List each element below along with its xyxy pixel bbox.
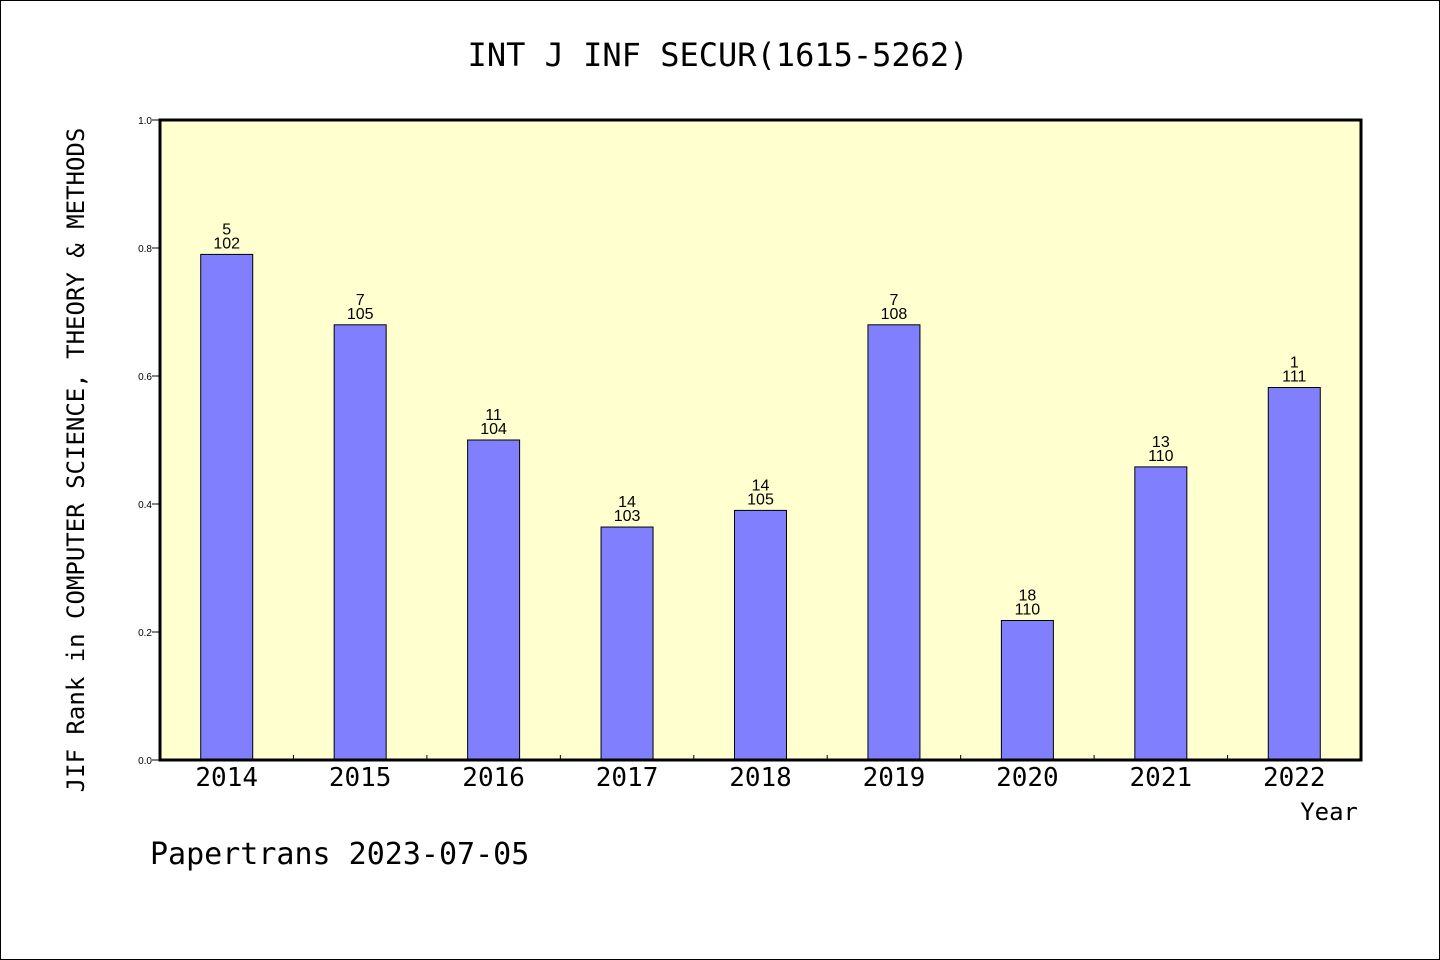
bar-rank-label: 5: [222, 221, 231, 238]
x-tick-label: 2020: [996, 763, 1059, 793]
bar-rank-label: 1: [1290, 355, 1299, 372]
bar-2014: [200, 253, 254, 761]
x-tick-label: 2015: [329, 763, 392, 793]
bar-2017: [600, 526, 654, 761]
data-labels: 5102710511104141031410571081811013110111…: [213, 221, 1306, 618]
x-tick-label: 2017: [596, 763, 659, 793]
bar-total-label: 111: [1282, 369, 1306, 386]
bar-rank-label: 7: [889, 292, 898, 309]
bar-total-label: 102: [213, 235, 240, 252]
y-axis-label: JIF Rank in COMPUTER SCIENCE, THEORY & M…: [62, 128, 90, 793]
bar-total-label: 110: [1015, 601, 1041, 618]
bar-2020: [1000, 619, 1054, 761]
y-tick-label: 0.4: [138, 500, 152, 511]
bar-rank-label: 18: [1018, 587, 1036, 604]
bar-rank-label: 14: [618, 494, 636, 511]
bar-2022: [1267, 387, 1321, 761]
footer-credit: Papertrans 2023-07-05: [150, 837, 529, 872]
x-axis-label: Year: [1300, 798, 1358, 826]
bar-total-label: 108: [881, 306, 908, 323]
x-axis: 2014 2015 2016 2017 2018 2019 2020 2021 2022: [195, 755, 1326, 793]
bar-total-label: 110: [1148, 448, 1174, 465]
bar-2021: [1134, 466, 1188, 761]
bar-rank-label: 14: [752, 477, 770, 494]
bar-rank-label: 13: [1152, 434, 1170, 451]
bar-total-label: 105: [347, 306, 374, 323]
y-tick-label: 0.2: [138, 628, 152, 639]
y-axis: 0.0 0.2 0.4 0.6 0.8 1.0: [138, 116, 160, 767]
y-tick-label: 0.0: [138, 756, 152, 767]
x-tick-label: 2021: [1130, 763, 1193, 793]
bar-rank-label: 11: [485, 407, 502, 424]
plot-border: [158, 118, 1363, 762]
y-tick-label: 1.0: [138, 116, 152, 127]
bar-rank-label: 7: [356, 292, 365, 309]
x-tick-label: 2022: [1263, 763, 1326, 793]
bar-total-label: 105: [747, 491, 774, 508]
bar-2016: [467, 439, 521, 761]
x-tick-label: 2018: [729, 763, 792, 793]
bar-2015: [333, 324, 387, 761]
bar-total-label: 104: [480, 421, 507, 438]
bar-series: [200, 253, 1321, 761]
y-tick-label: 0.8: [138, 244, 152, 255]
bar-total-label: 103: [614, 508, 641, 525]
y-tick-label: 0.6: [138, 372, 152, 383]
bar-2018: [734, 509, 787, 761]
chart-title: INT J INF SECUR(1615-5262): [468, 36, 969, 74]
x-tick-label: 2016: [462, 763, 525, 793]
x-tick-label: 2014: [195, 763, 258, 793]
x-tick-label: 2019: [863, 763, 926, 793]
bar-2019: [867, 324, 921, 761]
